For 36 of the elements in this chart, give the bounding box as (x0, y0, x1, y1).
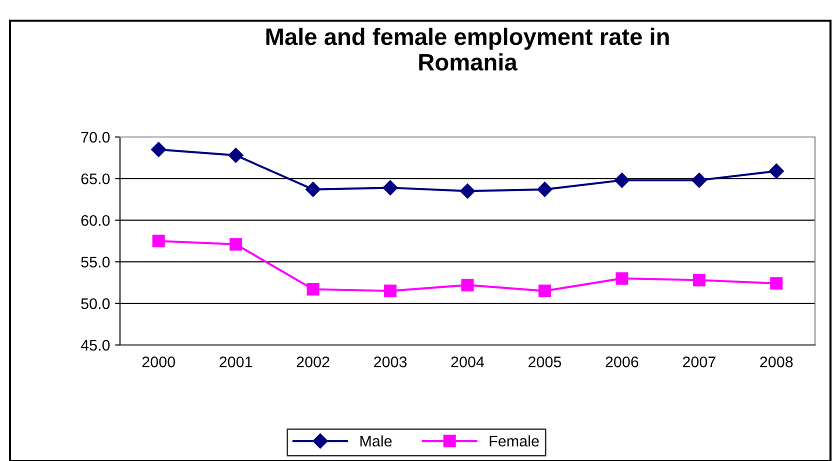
y-tick-label: 65.0 (81, 173, 110, 184)
point (230, 238, 242, 251)
point (616, 272, 628, 285)
legend-label: Male (360, 435, 392, 447)
point (384, 284, 397, 298)
point (770, 277, 783, 290)
y-tick-label: 70.0 (81, 132, 110, 143)
y-tick-label: 55.0 (81, 256, 110, 268)
x-tick-label: 2006 (606, 356, 638, 368)
x-tick-label: 2000 (142, 356, 176, 368)
point (614, 172, 630, 188)
x-tick-label: 2004 (451, 356, 484, 368)
x-tick-label: 2002 (296, 356, 330, 368)
x-tick-label: 2001 (220, 356, 252, 368)
point (306, 283, 320, 296)
point (538, 284, 551, 298)
point (461, 278, 474, 292)
point (152, 234, 165, 248)
point (382, 180, 398, 196)
point (151, 142, 166, 158)
x-tick-label: 2007 (682, 356, 716, 368)
point (692, 274, 706, 286)
point (460, 184, 476, 199)
x-tick-label: 2005 (528, 356, 562, 368)
y-tick-label: 50.0 (81, 298, 110, 310)
legend-label: Female (490, 435, 539, 447)
x-tick-label: 2008 (760, 356, 793, 368)
point (768, 164, 784, 179)
chart-title: Male and female employment rate in Romania (266, 28, 669, 71)
point (228, 148, 244, 163)
point (537, 182, 552, 197)
point (692, 172, 707, 188)
x-tick-label: 2003 (374, 356, 407, 368)
y-tick-label: 60.0 (81, 215, 110, 226)
y-tick-label: 45.0 (80, 340, 110, 351)
point (305, 182, 321, 197)
